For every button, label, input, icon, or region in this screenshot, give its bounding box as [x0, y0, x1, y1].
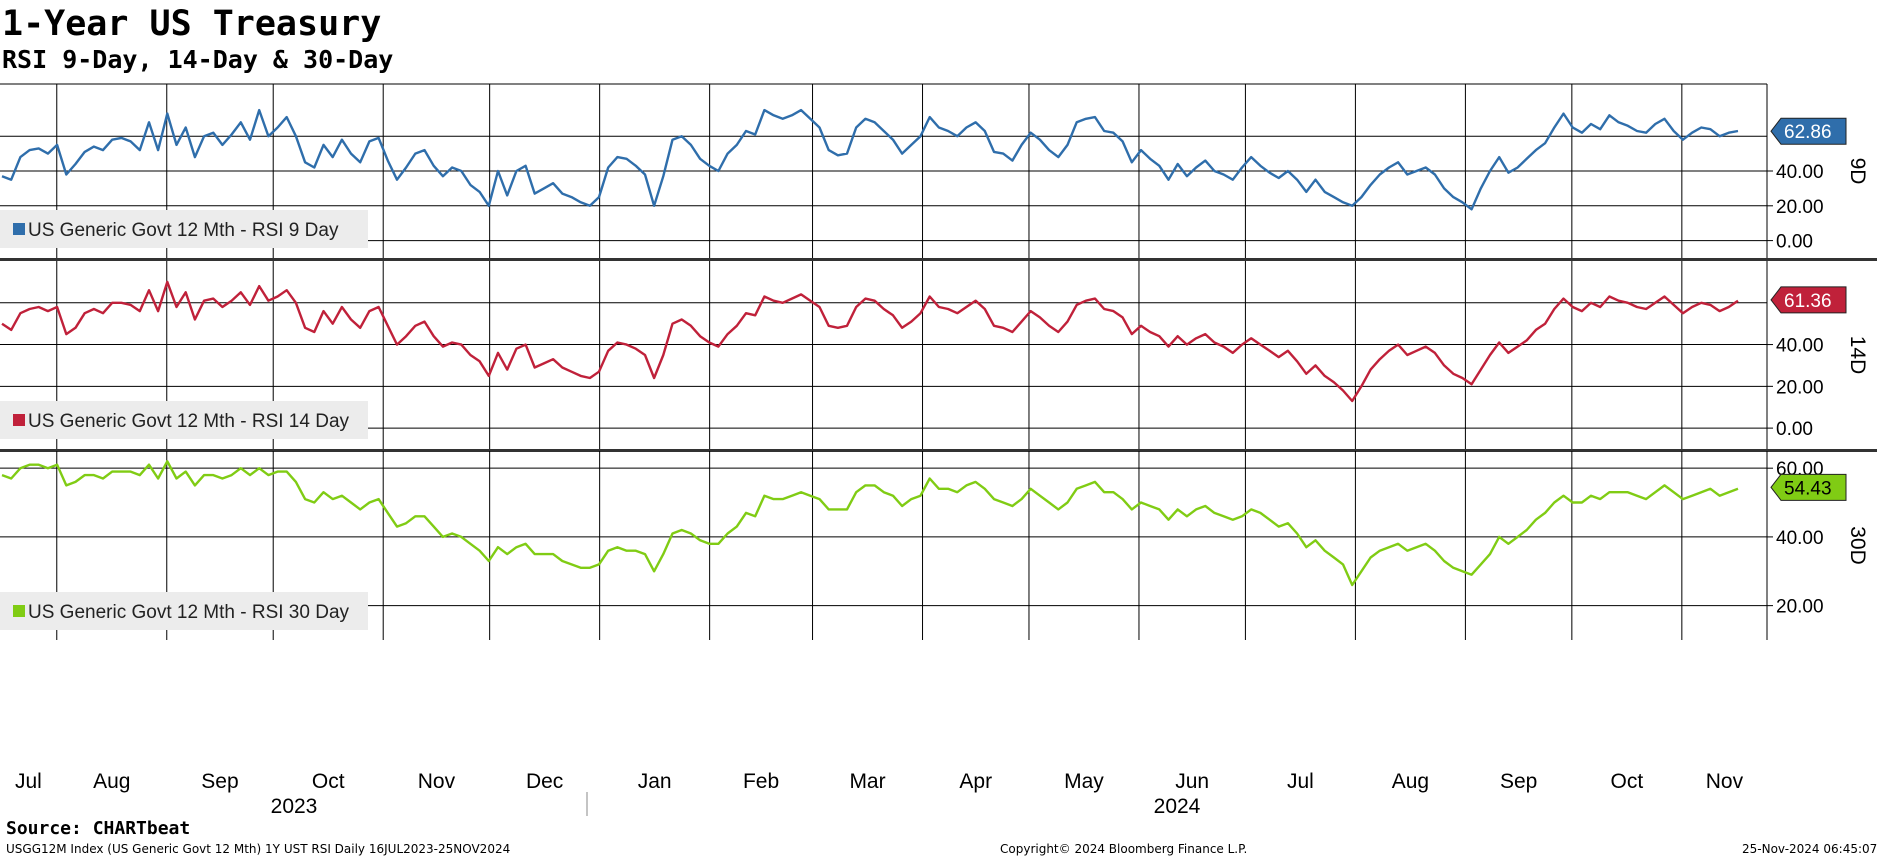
- y-tick-label: 0.00: [1776, 419, 1813, 440]
- axis-label-30d: 30D: [1846, 526, 1869, 565]
- legend-label: US Generic Govt 12 Mth - RSI 14 Day: [28, 411, 350, 432]
- legend-swatch: [13, 223, 25, 235]
- legend-box: [0, 592, 368, 630]
- last-value-label: 61.36: [1784, 291, 1832, 312]
- copyright: Copyright© 2024 Bloomberg Finance L.P.: [1000, 842, 1248, 856]
- ticker-info: USGG12M Index (US Generic Govt 12 Mth) 1…: [6, 842, 511, 856]
- x-tick-label: Jul: [1287, 770, 1314, 793]
- x-tick-label: May: [1064, 770, 1104, 793]
- x-tick-label: Sep: [1500, 770, 1537, 793]
- year-label: 2023: [271, 795, 318, 818]
- x-tick-label: Apr: [959, 770, 992, 793]
- y-tick-label: 20.00: [1776, 597, 1824, 618]
- legend-label: US Generic Govt 12 Mth - RSI 30 Day: [28, 602, 350, 623]
- series-line-9d: [1, 108, 1739, 211]
- y-tick-label: 40.00: [1776, 162, 1824, 183]
- y-tick-label: 0.00: [1776, 232, 1813, 253]
- last-value-label: 62.86: [1784, 122, 1832, 143]
- x-tick-label: Oct: [1611, 770, 1644, 793]
- x-tick-label: Dec: [526, 770, 563, 793]
- x-tick-label: Aug: [93, 770, 130, 793]
- series-line-30d: [1, 460, 1739, 587]
- last-value-flag: [1770, 286, 1847, 314]
- panel-separator: [0, 449, 1877, 452]
- x-tick-label: Jul: [15, 770, 42, 793]
- axis-label-14d: 14D: [1846, 336, 1869, 375]
- x-tick-label: Mar: [849, 770, 885, 793]
- chart-subtitle: RSI 9-Day, 14-Day & 30-Day: [2, 45, 394, 74]
- x-tick-label: Jun: [1175, 770, 1209, 793]
- legend-swatch: [13, 605, 25, 617]
- legend-box: [0, 210, 368, 248]
- year-label: 2024: [1154, 795, 1201, 818]
- x-tick-label: Nov: [1706, 770, 1744, 793]
- last-value-label: 54.43: [1784, 478, 1832, 499]
- x-tick-label: Feb: [743, 770, 779, 793]
- panel-separator: [0, 258, 1877, 261]
- last-value-flag: [1770, 117, 1847, 145]
- x-tick-label: Nov: [418, 770, 456, 793]
- timestamp: 25-Nov-2024 06:45:07: [1742, 842, 1877, 856]
- y-tick-label: 40.00: [1776, 528, 1824, 549]
- axis-label-9d: 9D: [1846, 158, 1869, 185]
- x-tick-label: Oct: [312, 770, 345, 793]
- x-tick-label: Aug: [1392, 770, 1429, 793]
- y-tick-label: 20.00: [1776, 197, 1824, 218]
- source-label: Source: CHARTbeat: [6, 818, 191, 839]
- series-line-14d: [1, 280, 1739, 403]
- x-tick-label: Sep: [201, 770, 238, 793]
- last-value-flag: [1770, 473, 1847, 501]
- y-tick-label: 40.00: [1776, 336, 1824, 357]
- legend-box: [0, 401, 368, 439]
- x-tick-label: Jan: [638, 770, 672, 793]
- legend-swatch: [13, 414, 25, 426]
- y-tick-label: 20.00: [1776, 377, 1824, 398]
- legend-label: US Generic Govt 12 Mth - RSI 9 Day: [28, 220, 339, 241]
- chart-title: 1-Year US Treasury: [2, 4, 382, 44]
